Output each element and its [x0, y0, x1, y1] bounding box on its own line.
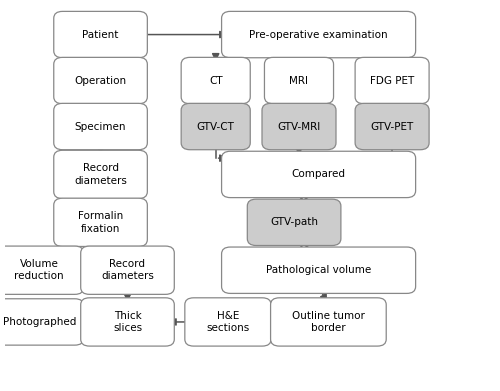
FancyBboxPatch shape — [181, 103, 250, 150]
Text: Pathological volume: Pathological volume — [266, 265, 371, 275]
FancyBboxPatch shape — [222, 151, 416, 197]
FancyBboxPatch shape — [0, 246, 84, 294]
FancyBboxPatch shape — [181, 57, 250, 104]
Text: Specimen: Specimen — [75, 122, 126, 131]
Text: Compared: Compared — [292, 169, 346, 179]
Text: FDG PET: FDG PET — [370, 75, 414, 86]
FancyBboxPatch shape — [222, 247, 416, 293]
Text: H&E
sections: H&E sections — [206, 311, 250, 333]
Text: Formalin
fixation: Formalin fixation — [78, 211, 123, 233]
FancyBboxPatch shape — [80, 298, 174, 346]
Text: Record
diameters: Record diameters — [101, 259, 154, 282]
FancyBboxPatch shape — [222, 11, 416, 58]
FancyBboxPatch shape — [54, 150, 148, 199]
Text: Pre-operative examination: Pre-operative examination — [250, 30, 388, 39]
FancyBboxPatch shape — [248, 199, 341, 246]
Text: Operation: Operation — [74, 75, 126, 86]
Text: GTV-path: GTV-path — [270, 217, 318, 227]
Text: CT: CT — [209, 75, 222, 86]
Text: Outline tumor
border: Outline tumor border — [292, 311, 365, 333]
FancyBboxPatch shape — [270, 298, 386, 346]
Text: GTV-MRI: GTV-MRI — [278, 122, 320, 131]
FancyBboxPatch shape — [54, 57, 148, 104]
FancyBboxPatch shape — [54, 198, 148, 246]
FancyBboxPatch shape — [185, 298, 271, 346]
FancyBboxPatch shape — [54, 11, 148, 58]
Text: Thick
slices: Thick slices — [113, 311, 142, 333]
Text: Photographed: Photographed — [2, 317, 76, 327]
FancyBboxPatch shape — [355, 103, 429, 150]
FancyBboxPatch shape — [0, 299, 84, 345]
Text: Patient: Patient — [82, 30, 118, 39]
FancyBboxPatch shape — [355, 57, 429, 104]
FancyBboxPatch shape — [54, 103, 148, 150]
Text: GTV-CT: GTV-CT — [197, 122, 234, 131]
FancyBboxPatch shape — [80, 246, 174, 294]
Text: MRI: MRI — [290, 75, 308, 86]
FancyBboxPatch shape — [262, 103, 336, 150]
Text: GTV-PET: GTV-PET — [370, 122, 414, 131]
Text: Record
diameters: Record diameters — [74, 163, 127, 186]
FancyBboxPatch shape — [264, 57, 334, 104]
Text: Volume
reduction: Volume reduction — [14, 259, 64, 282]
